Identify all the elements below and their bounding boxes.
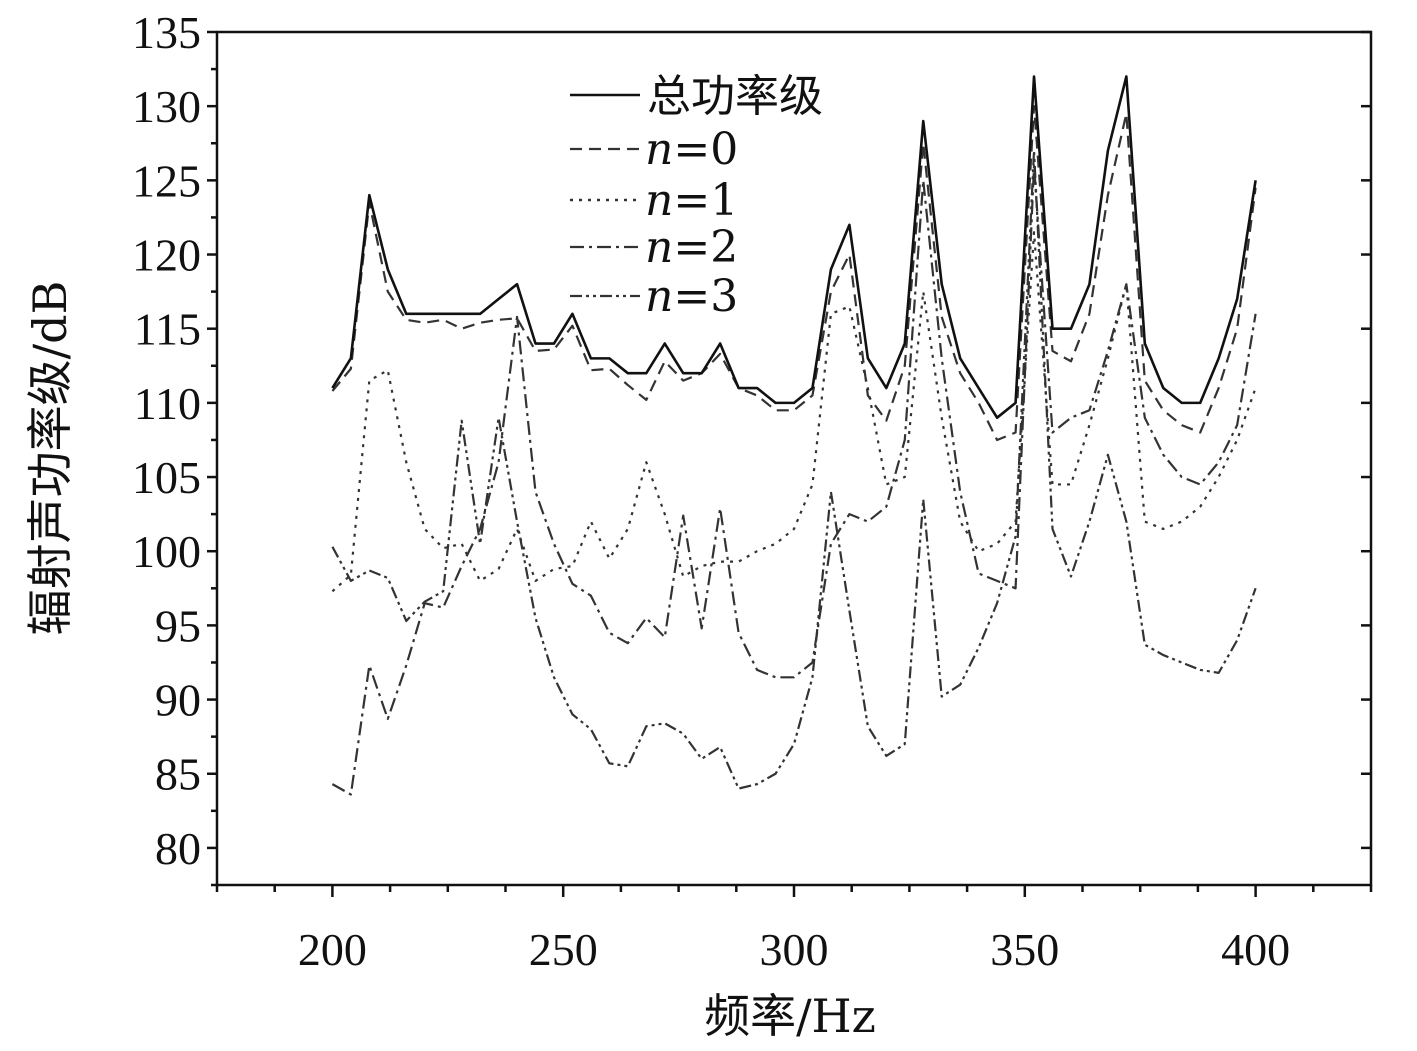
x-axis-title: 频率/Hz (704, 989, 876, 1043)
series-line-4 (331, 149, 1257, 790)
legend-label-n0: n=0 (645, 124, 738, 175)
series-line-0 (331, 75, 1257, 420)
series-line-2 (331, 231, 1257, 593)
legend-label-n2: n=2 (645, 222, 738, 273)
series-layer (331, 75, 1257, 796)
y-tick-label: 90 (155, 675, 201, 726)
legend: 总功率级 n=0 n=1 n=2 n=3 (570, 71, 823, 322)
y-tick-label: 85 (155, 749, 201, 800)
y-tick-label: 80 (155, 823, 201, 874)
legend-label-total: 总功率级 (647, 71, 823, 122)
x-tick-label: 350 (990, 924, 1059, 975)
x-ticks: 200 250 300 350 400 (215, 885, 1373, 975)
y-axis-title: 辐射声功率级/dB (23, 281, 77, 636)
series-line-1 (331, 105, 1257, 442)
y-tick-label: 115 (134, 304, 201, 355)
plot-frame (215, 30, 1373, 887)
legend-label-n1: n=1 (645, 175, 738, 226)
x-tick-label: 200 (298, 924, 367, 975)
legend-label-n3: n=3 (645, 271, 738, 322)
y-tick-label: 95 (155, 600, 201, 651)
x-tick-label: 400 (1221, 924, 1290, 975)
y-tick-label: 120 (132, 230, 201, 281)
series-line-3 (331, 164, 1257, 796)
y-tick-label: 135 (132, 7, 201, 58)
x-tick-label: 250 (529, 924, 598, 975)
y-tick-label: 110 (134, 378, 201, 429)
y-ticks: 80 85 90 95 100 105 110 115 120 125 130 135 (132, 7, 1371, 887)
x-tick-label: 300 (760, 924, 829, 975)
y-tick-label: 130 (132, 81, 201, 132)
y-tick-label: 125 (132, 155, 201, 206)
y-tick-label: 105 (132, 452, 201, 503)
y-tick-label: 100 (132, 526, 201, 577)
